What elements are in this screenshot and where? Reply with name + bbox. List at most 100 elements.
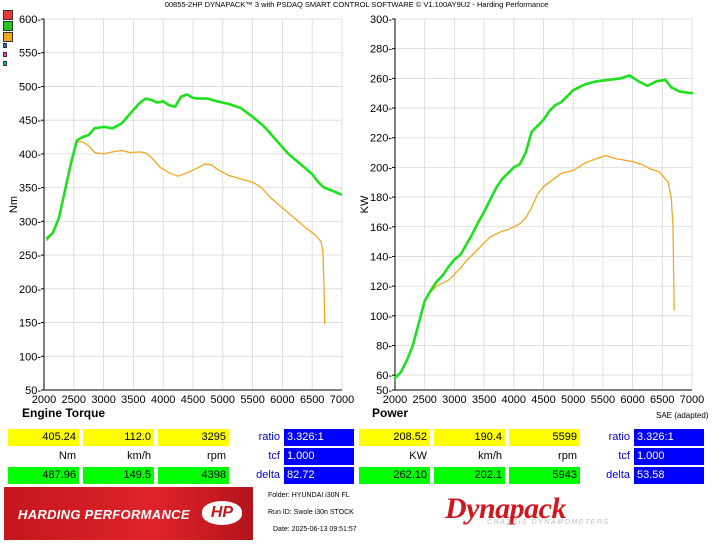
torque-ytick-label: 150- [19, 318, 41, 330]
torque-delta-label: delta [256, 469, 280, 481]
torque-xtick-label: 5000 [211, 394, 235, 405]
power-delta-label: delta [606, 469, 630, 481]
torque-ytick-label: 250- [19, 250, 41, 262]
torque-xtick-label: 4000 [151, 394, 175, 405]
torque-rpm-value: 3295 [158, 429, 229, 446]
torque-tcf-label: tcf [268, 450, 280, 462]
power-speed-value: 190.4 [434, 429, 505, 446]
power-unit-rpm: rpm [509, 448, 580, 465]
torque-peak-rpm: 4398 [158, 467, 229, 484]
power-xtick-label: 2000 [383, 394, 407, 405]
power-xtick-label: 4000 [502, 394, 526, 405]
power-unit-kmh: km/h [434, 448, 505, 465]
power-ytick-label: 240- [370, 103, 392, 115]
torque-xtick-label: 3500 [121, 394, 145, 405]
torque-xtick-label: 6000 [270, 394, 294, 405]
torque-xtick-label: 2000 [32, 394, 56, 405]
hp-logo-icon: HP [202, 501, 242, 525]
power-ratio-label: ratio [608, 431, 630, 443]
torque-ytick-label: 550- [19, 48, 41, 60]
power-peak-value: 262.10 [359, 467, 430, 484]
power-green-series-line [393, 74, 694, 380]
torque-orange-series-line [46, 141, 326, 325]
swatch-cyan[interactable] [3, 61, 7, 66]
torque-xtick-label: 3000 [91, 394, 115, 405]
power-value: 208.52 [359, 429, 430, 446]
torque-value: 405.24 [8, 429, 79, 446]
header-title: 00855-2HP DYNAPACK™ 3 with PSDAQ SMART C… [164, 0, 549, 9]
swatch-green[interactable] [3, 21, 13, 31]
power-xtick-label: 3500 [472, 394, 496, 405]
power-rpm-value: 5599 [509, 429, 580, 446]
power-ytick-label: 50- [376, 385, 392, 397]
torque-y-axis-title: Nm [8, 196, 20, 213]
torque-ratio-label: ratio [258, 431, 280, 443]
torque-xtick-label: 4500 [181, 394, 205, 405]
power-ytick-label: 220- [370, 133, 392, 145]
power-tcf-value: 1.000 [634, 448, 704, 465]
torque-ytick-label: 350- [19, 183, 41, 195]
power-y-axis-title: KW [359, 195, 371, 213]
torque-ytick-label: 100- [19, 351, 41, 363]
power-tcf-label: tcf [618, 450, 630, 462]
swatch-orange[interactable] [3, 32, 13, 42]
run-id: Run ID: Swole i30n STOCK [268, 509, 354, 516]
torque-ytick-label: 400- [19, 149, 41, 161]
power-ytick-label: 120- [370, 281, 392, 293]
torque-speed-value: 112.0 [83, 429, 154, 446]
torque-delta-value: 82.72 [284, 467, 354, 484]
power-xtick-label: 7000 [680, 394, 704, 405]
power-delta-value: 53.58 [634, 467, 704, 484]
power-ytick-label: 100- [370, 311, 392, 323]
run-folder: Folder: HYUNDAI i30N FL [268, 492, 350, 499]
torque-ytick-label: 600- [19, 14, 41, 26]
power-ytick-label: 280- [370, 44, 392, 56]
torque-ytick-label: 450- [19, 115, 41, 127]
power-xtick-label: 5000 [561, 394, 585, 405]
brand-text: HARDING PERFORMANCE [18, 507, 190, 522]
torque-ratio-value: 3.326:1 [284, 429, 354, 446]
power-panel-title: Power [372, 406, 409, 420]
torque-xtick-label: 2500 [62, 394, 86, 405]
power-orange-series-line [394, 154, 675, 379]
torque-tcf-value: 1.000 [284, 448, 354, 465]
power-xtick-label: 2500 [412, 394, 436, 405]
series-color-swatches [3, 10, 13, 70]
power-ytick-label: 160- [370, 222, 392, 234]
power-ytick-label: 300- [370, 14, 392, 26]
power-peak-speed: 202.1 [434, 467, 505, 484]
power-ratio-value: 3.326:1 [634, 429, 704, 446]
swatch-blue[interactable] [3, 43, 7, 48]
power-xtick-label: 5500 [591, 394, 615, 405]
dyno-charts: 50- 100- 150- 200- 250- 300- 350- 400- 450- 500- 5… [8, 14, 704, 405]
power-xtick-label: 6000 [620, 394, 644, 405]
torque-ytick-label: 200- [19, 284, 41, 296]
power-ytick-label: 200- [370, 162, 392, 174]
power-ytick-label: 140- [370, 251, 392, 263]
dynapack-logo: Dynapack [445, 492, 566, 525]
sae-note: SAE (adapted) [656, 411, 709, 420]
power-peak-rpm: 5943 [509, 467, 580, 484]
power-chart: 50- 60- 80- 100- 120- 140- 160- 180- 200- 220- 240… [359, 14, 704, 405]
power-xtick-label: 6500 [650, 394, 674, 405]
torque-peak-speed: 149.5 [83, 467, 154, 484]
torque-unit-nm: Nm [8, 448, 79, 465]
dynapack-subtitle: CHASSIS DYNAMOMETERS [487, 519, 610, 526]
power-ytick-label: 180- [370, 192, 392, 204]
power-xtick-label: 4500 [531, 394, 555, 405]
torque-ytick-label: 300- [19, 216, 41, 228]
torque-xtick-label: 7000 [330, 394, 354, 405]
run-date: Date: 2025-06-13 09:51:57 [273, 526, 357, 533]
power-ytick-label: 60- [376, 370, 392, 382]
torque-peak-value: 487.96 [8, 467, 79, 484]
swatch-red[interactable] [3, 10, 13, 20]
torque-chart: 50- 100- 150- 200- 250- 300- 350- 400- 450- 500- 5… [8, 14, 354, 405]
torque-ytick-label: 500- [19, 81, 41, 93]
torque-xtick-label: 6500 [300, 394, 324, 405]
power-ytick-label: 260- [370, 73, 392, 85]
swatch-magenta[interactable] [3, 52, 7, 57]
torque-green-series-line [45, 93, 343, 240]
torque-panel-title: Engine Torque [22, 406, 106, 420]
torque-unit-rpm: rpm [158, 448, 229, 465]
torque-ytick-label: 50- [25, 385, 41, 397]
